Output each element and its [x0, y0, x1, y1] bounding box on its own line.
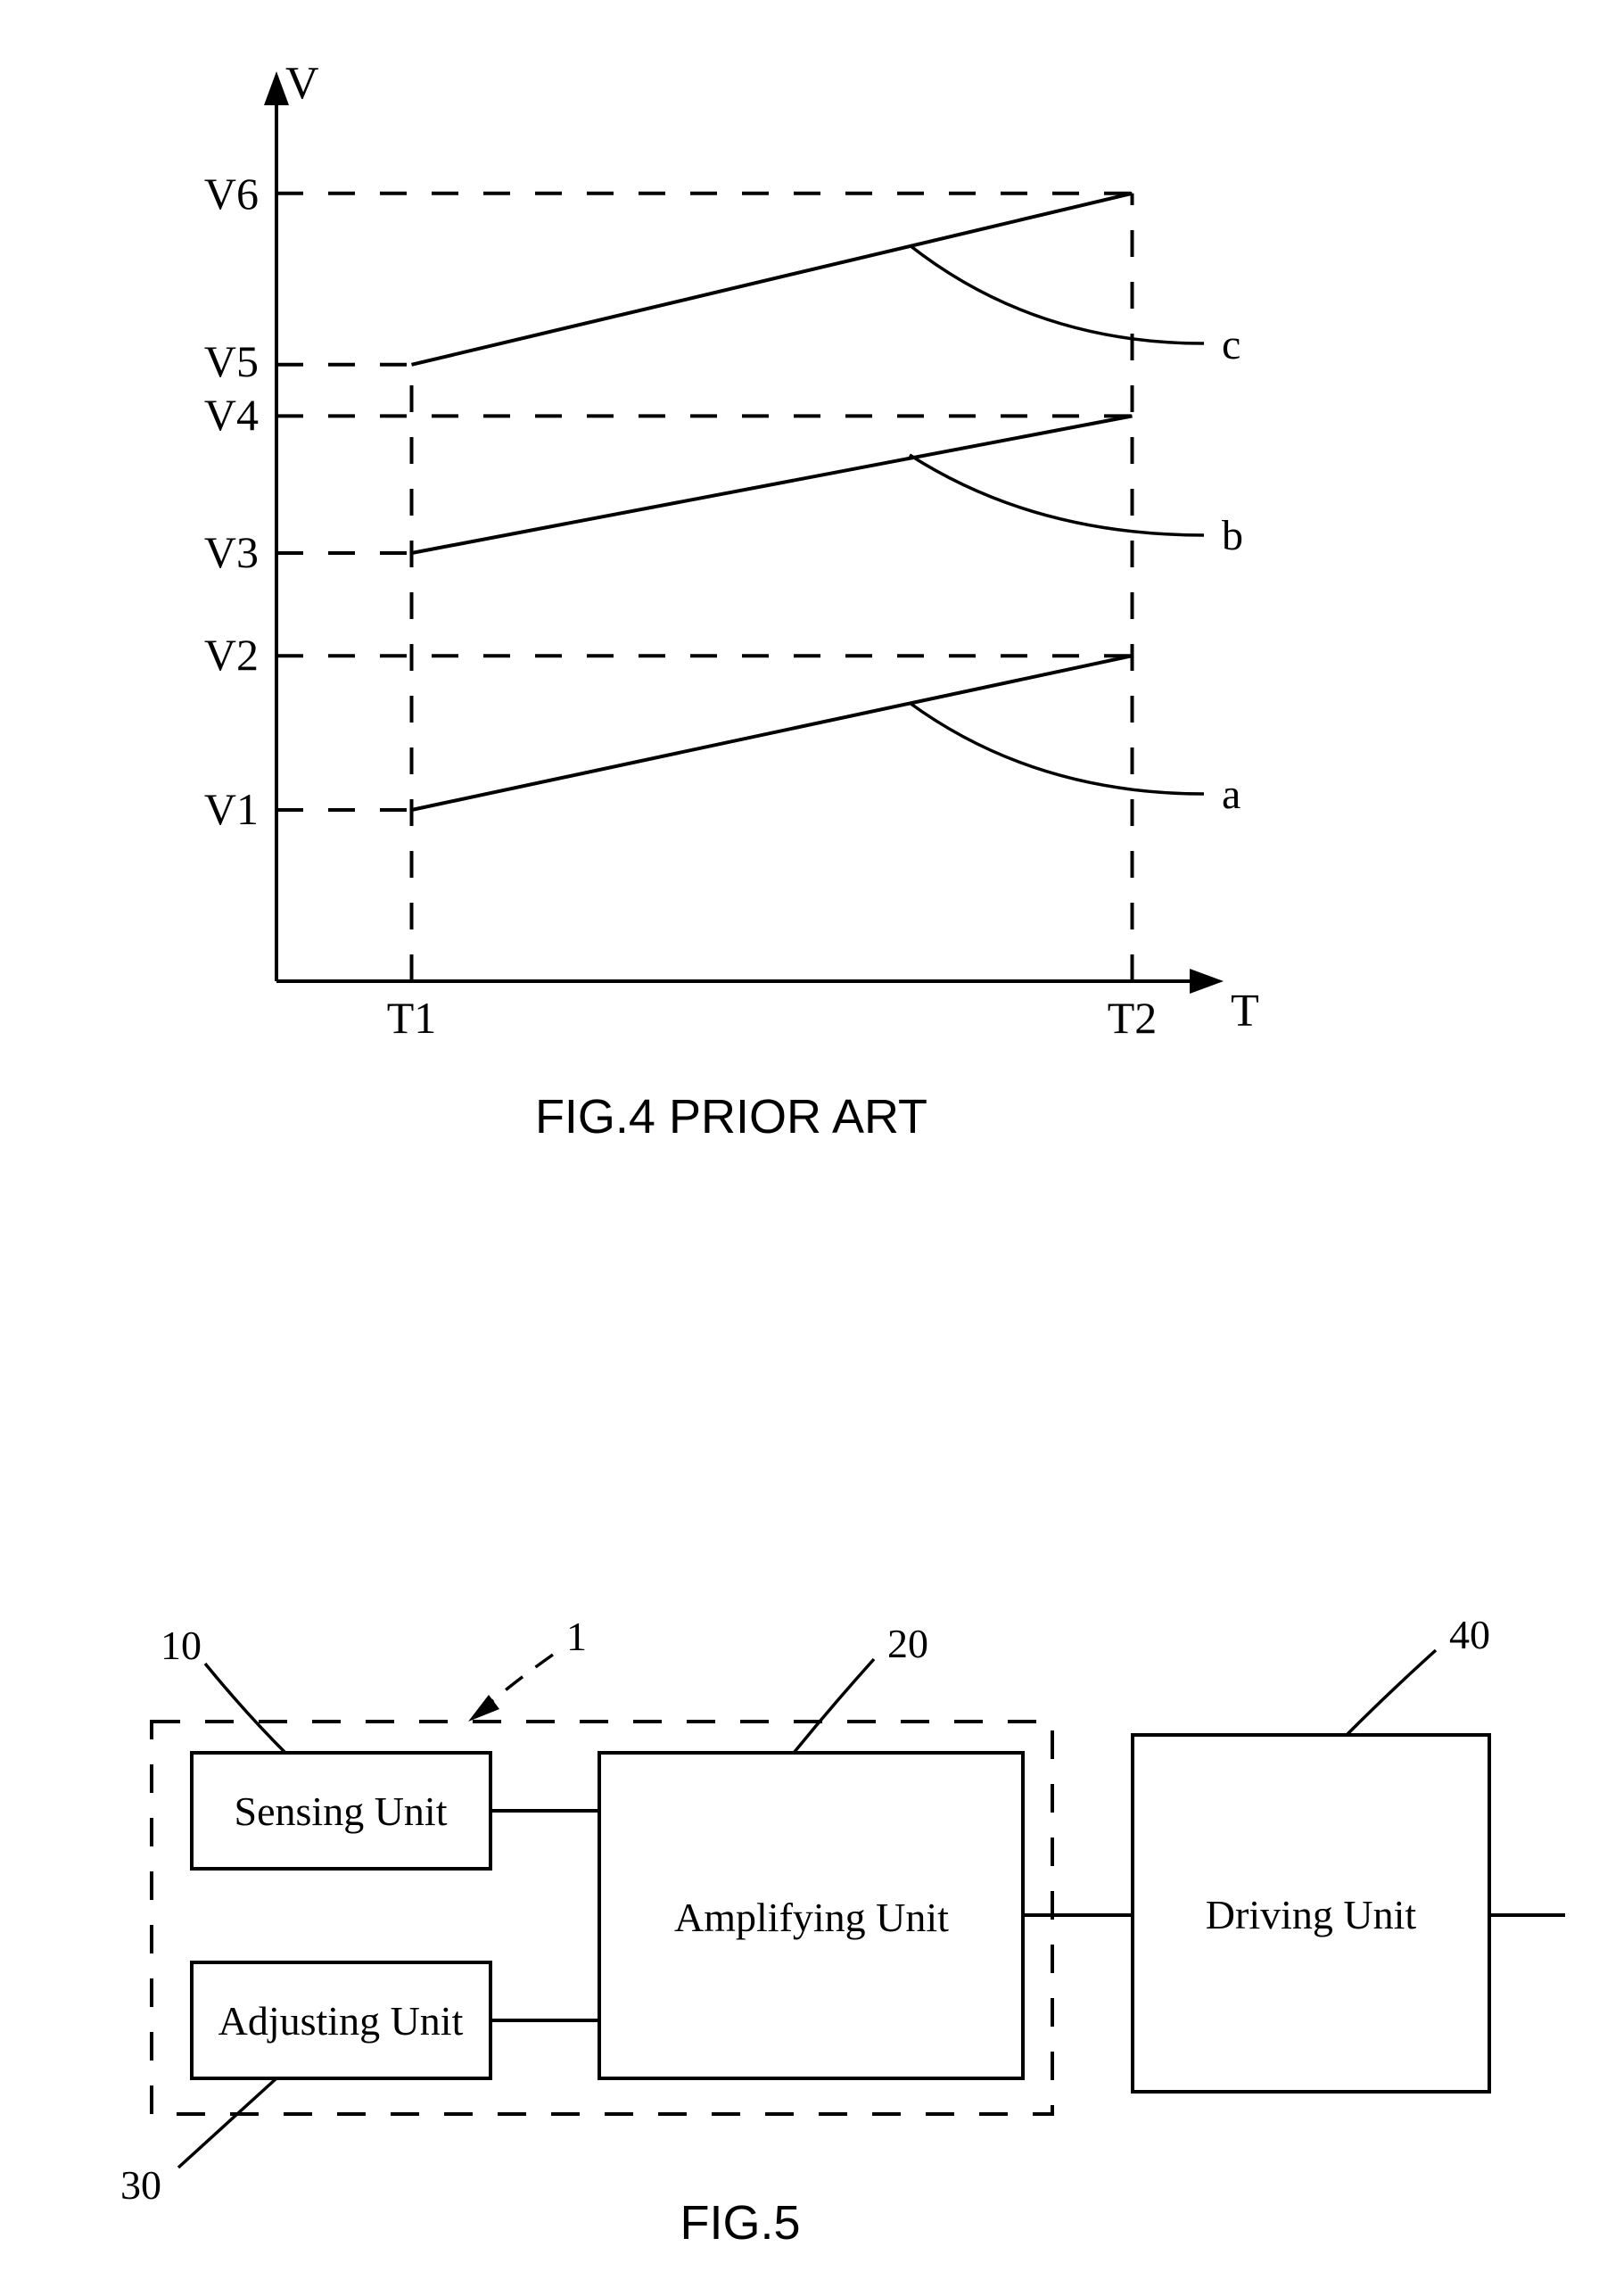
fig4-caption: FIG.4 PRIOR ART: [535, 1090, 927, 1144]
y-axis-label: V: [285, 58, 319, 109]
fig4-leaders: [910, 245, 1204, 794]
num-20: 20: [887, 1621, 928, 1666]
num-10: 10: [161, 1623, 202, 1668]
series-c-line: [412, 194, 1133, 365]
series-b-line: [412, 416, 1133, 553]
label-a: a: [1222, 771, 1240, 818]
amplifying-label: Amplifying Unit: [674, 1895, 949, 1940]
leader-c: [910, 245, 1204, 343]
leader-40: [1347, 1650, 1436, 1735]
label-c: c: [1222, 321, 1240, 368]
leader-30: [178, 2078, 276, 2168]
leader-1-arrow: [468, 1695, 499, 1722]
series-a-line: [412, 656, 1133, 810]
x-axis-arrow: [1190, 969, 1224, 994]
sensing-label: Sensing Unit: [235, 1788, 448, 1834]
adjusting-label: Adjusting Unit: [218, 1998, 464, 2044]
driving-label: Driving Unit: [1206, 1892, 1417, 1937]
ylabel-v3: V3: [204, 527, 259, 577]
fig4-series: [412, 194, 1133, 810]
fig5-caption: FIG.5: [680, 2196, 800, 2250]
label-b: b: [1222, 512, 1243, 559]
leader-20: [794, 1659, 874, 1753]
leader-a: [910, 703, 1204, 794]
leader-10: [205, 1664, 285, 1753]
ylabel-v6: V6: [204, 169, 259, 219]
ylabel-v2: V2: [204, 630, 259, 680]
x-axis-label: T: [1231, 986, 1259, 1037]
ylabel-v4: V4: [204, 390, 259, 440]
fig4-yticklabels: V1 V2 V3 V4 V5 V6: [204, 169, 259, 834]
xlabel-t2: T2: [1108, 993, 1158, 1043]
fig4-xticklabels: T1 T2: [387, 993, 1158, 1043]
leader-b: [910, 455, 1204, 535]
num-40: 40: [1449, 1612, 1490, 1657]
num-30: 30: [120, 2162, 161, 2208]
num-1: 1: [566, 1614, 587, 1659]
fig5-diagram: Sensing Unit Adjusting Unit Amplifying U…: [54, 1543, 1570, 2275]
xlabel-t1: T1: [387, 993, 437, 1043]
fig4-series-labels: a b c: [1222, 321, 1243, 818]
fig4-chart: V T V1 V2 V3 V4 V5 V6 T1 T2: [107, 36, 1356, 1177]
ylabel-v5: V5: [204, 336, 259, 386]
ylabel-v1: V1: [204, 784, 259, 834]
